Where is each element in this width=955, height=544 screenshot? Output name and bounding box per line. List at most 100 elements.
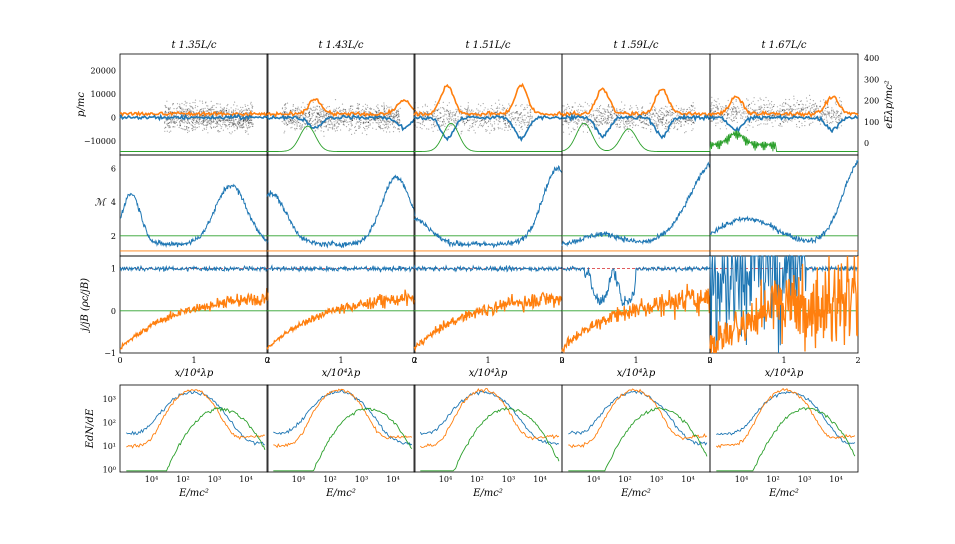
phase-point-black [176,103,179,105]
phase-point-black [731,113,733,116]
phase-frame-3 [561,53,711,156]
phase-point-black [503,120,505,122]
phase-point-black [530,111,532,113]
phase-point-black [210,127,213,129]
phase-point-black [808,124,811,126]
current-panel-0 [119,255,269,354]
phase-point-black [516,112,518,114]
phase-point-black [225,110,227,112]
phase-point-black [763,99,765,101]
phase-point-black [690,110,692,112]
phase-point-black [228,124,230,126]
phase-point-black [597,123,599,126]
phase-point-black [241,124,243,126]
phase-point-black [426,111,428,113]
phase-point-black [527,125,529,127]
phase-point-black [735,117,737,119]
phase-point-black [468,109,470,111]
phase-point-black [174,121,176,123]
phase-point-black [779,122,781,125]
phase-point-black [531,117,533,119]
phase-point-black [562,105,564,107]
phase-point-black [448,120,450,122]
phase-panel-3 [561,53,711,156]
phase-point-black [827,106,829,108]
phase-point-black [510,120,513,122]
phase-point-black [306,116,308,118]
phase-point-black [644,115,646,117]
phase-point-black [693,121,695,123]
phase-point-black [182,115,184,117]
phase-point-black [225,120,227,122]
phase-point-black [388,106,390,108]
phase-point-black [233,123,236,125]
phase-point-black [785,119,787,121]
phase-point-black [771,122,773,124]
phase-point-black [831,110,833,112]
phase-point-black [518,117,520,119]
phase-orange-1 [266,98,416,118]
phase-point-black [734,107,736,109]
phase-point-black [743,111,745,113]
phase-point-black [334,124,336,126]
phase-point-black [173,114,175,116]
phase-point-black [222,109,224,112]
phase-point-black [742,109,744,111]
phase-point-black [660,120,662,122]
phase-point-black [657,118,659,120]
phase-point-black [292,109,295,111]
phase-point-black [225,126,227,128]
phase-point-black [316,105,318,107]
phase-point-black [202,123,204,125]
phase-point-black [456,110,458,112]
phase-point-black [574,121,576,123]
phase-point-black [603,122,606,124]
phase-point-black [441,121,443,123]
phase-point-black [815,108,818,110]
phase-point-black [479,123,482,125]
phase-point-black [378,118,380,120]
phase-point-black [214,122,216,124]
phase-point-black [183,111,185,113]
phase-point-black [828,113,830,115]
phase-point-black [757,100,759,102]
phase-point-black [391,113,393,115]
phase-point-black [674,123,676,125]
phase-point-black [649,112,651,114]
phase-point-black [169,126,171,129]
phase-point-black [217,103,219,105]
phase-point-black [350,122,352,124]
phase-point-black [301,126,303,128]
phase-point-black [798,104,800,106]
phase-point-black [747,115,749,117]
phase-point-black [354,126,356,129]
phase-point-black [457,118,459,120]
phase-point-black [826,106,828,108]
phase-point-black [333,116,335,118]
phase-point-black [185,121,187,123]
phase-point-black [730,111,733,113]
phase-point-black [378,109,380,111]
phase-point-black [770,104,773,106]
phase-point-black [343,123,345,125]
phase-point-black [788,109,790,111]
phase-point-black [523,122,525,124]
phase-point-black [323,112,325,114]
phase-point-black [397,111,399,113]
phase-point-black [164,121,166,124]
phase-point-black [186,109,188,111]
phase-point-black [642,127,644,129]
phase-point-black [711,120,713,122]
phase-point-black [244,119,246,121]
phase-point-black [422,106,424,108]
phase-point-black [814,115,816,117]
phase-point-black [341,120,343,122]
phase-point-black [740,103,742,105]
phase-point-black [397,109,399,111]
phase-point-black [218,118,220,120]
phase-point-black [396,128,399,130]
phase-point-black [294,127,296,130]
phase-point-black [685,121,687,123]
mach-frame-3 [561,154,711,257]
phase-point-black [568,133,570,135]
